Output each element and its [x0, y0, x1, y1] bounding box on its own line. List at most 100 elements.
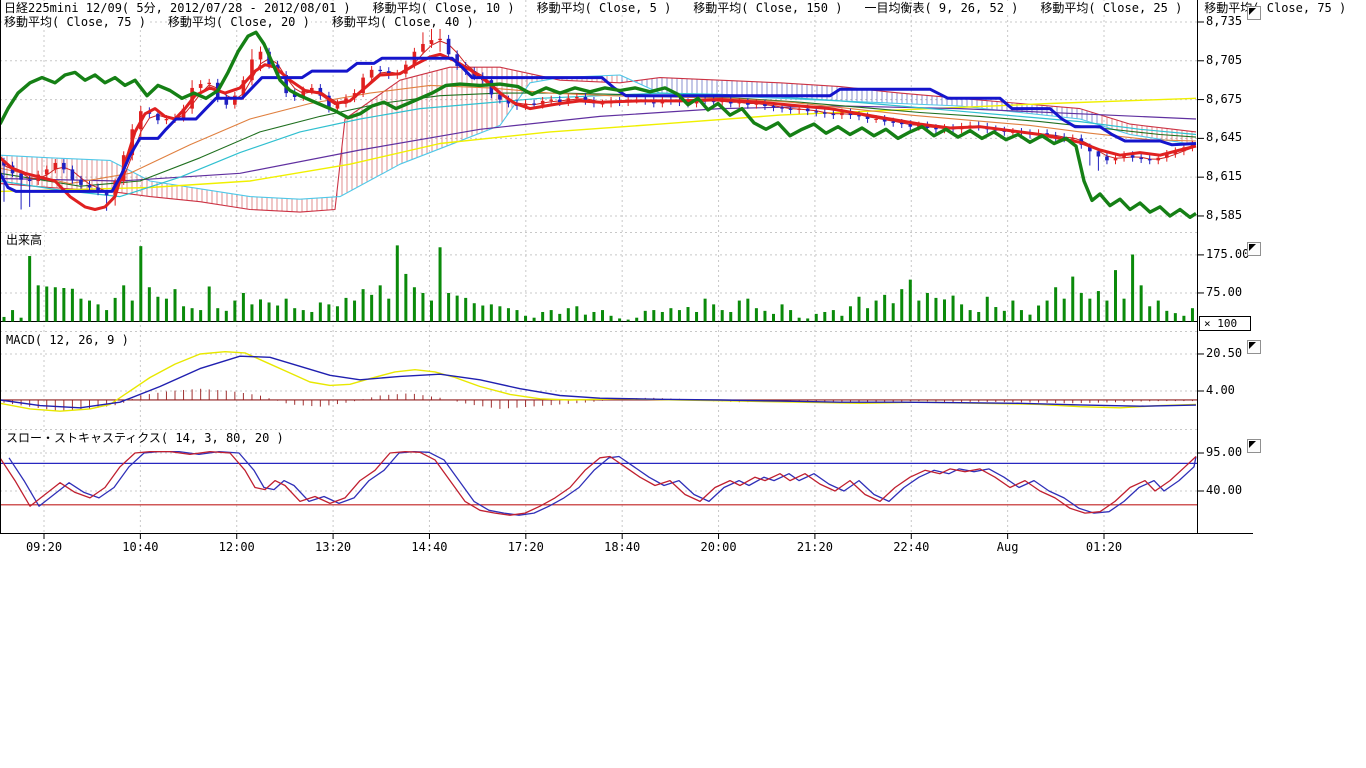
- volume-bar: [541, 312, 544, 322]
- volume-bar: [524, 316, 527, 322]
- volume-bar: [772, 314, 775, 322]
- volume-panel-menu-icon[interactable]: [1247, 242, 1261, 256]
- volume-bar: [28, 256, 31, 321]
- candle-body: [814, 111, 818, 112]
- volume-bar: [977, 312, 980, 322]
- volume-bar: [1080, 293, 1083, 322]
- volume-bar: [62, 288, 65, 321]
- volume-bar: [1123, 299, 1126, 322]
- legend-item: 移動平均( Close, 40 ): [331, 15, 475, 29]
- volume-bar: [1037, 306, 1040, 322]
- volume-bar: [208, 286, 211, 321]
- candle-body: [1139, 158, 1143, 159]
- corner-arrow-icon: [1249, 8, 1256, 15]
- volume-bar: [3, 317, 6, 322]
- volume-bar: [45, 286, 48, 321]
- candle-body: [909, 124, 913, 127]
- volume-bar: [345, 298, 348, 322]
- volume-panel-label: 出来高: [4, 234, 44, 247]
- chart-legend-row2: 移動平均( Close, 75 )移動平均( Close, 20 )移動平均( …: [3, 15, 495, 29]
- volume-bar: [661, 312, 664, 322]
- volume-bar: [1131, 255, 1134, 322]
- volume-bar: [678, 310, 681, 321]
- candle-body: [370, 70, 374, 78]
- volume-bar: [1174, 313, 1177, 321]
- volume-bar: [575, 306, 578, 321]
- volume-bar: [687, 307, 690, 321]
- volume-bar: [584, 315, 587, 322]
- candle-body: [532, 103, 536, 104]
- volume-bar: [413, 287, 416, 321]
- volume-bar: [114, 298, 117, 322]
- candle-body: [1097, 151, 1101, 156]
- candle-body: [558, 100, 562, 103]
- stoch-panel-menu-icon[interactable]: [1247, 439, 1261, 453]
- volume-bar: [456, 296, 459, 322]
- volume-bar: [1157, 301, 1160, 322]
- volume-bar: [1097, 291, 1100, 321]
- volume-bar: [533, 318, 536, 322]
- volume-bar: [97, 304, 100, 321]
- candle-body: [541, 101, 545, 105]
- volume-bar: [439, 247, 442, 321]
- time-tick-label: 18:40: [594, 541, 650, 554]
- volume-bar: [806, 318, 809, 321]
- candle-body: [755, 103, 759, 104]
- candle-body: [438, 39, 442, 40]
- volume-bar: [1054, 287, 1057, 321]
- volume-bar: [644, 311, 647, 322]
- volume-bar: [54, 287, 57, 321]
- corner-arrow-icon: [1249, 244, 1256, 251]
- volume-bar: [704, 299, 707, 322]
- time-tick-label: 13:20: [305, 541, 361, 554]
- volume-bar: [815, 314, 818, 322]
- candle-body: [71, 169, 75, 179]
- volume-bar: [669, 308, 672, 321]
- volume-bar: [421, 293, 424, 322]
- volume-bar: [1191, 308, 1194, 321]
- volume-bar: [1105, 301, 1108, 322]
- legend-item: 移動平均( Close, 75 ): [1203, 1, 1347, 15]
- volume-bar: [763, 311, 766, 322]
- volume-bar: [148, 287, 151, 321]
- volume-bar: [225, 311, 228, 322]
- volume-bar: [105, 310, 108, 321]
- volume-bar: [601, 310, 604, 321]
- volume-bar: [199, 310, 202, 321]
- candle-body: [447, 39, 451, 55]
- volume-bar: [695, 312, 698, 322]
- volume-bar: [909, 280, 912, 322]
- volume-bar: [498, 306, 501, 321]
- volume-bar: [20, 318, 23, 322]
- volume-bar: [404, 274, 407, 322]
- candle-body: [259, 52, 263, 60]
- volume-bar: [1182, 316, 1185, 322]
- volume-bar: [738, 301, 741, 322]
- volume-bar: [635, 318, 638, 322]
- volume-bar: [131, 301, 134, 322]
- corner-arrow-icon: [1249, 441, 1256, 448]
- price-panel-menu-icon[interactable]: [1247, 6, 1261, 20]
- volume-bar: [1020, 310, 1023, 321]
- axis-tick-label: 40.00: [1206, 484, 1242, 497]
- chart-application-window: 日経225mini 12/09( 5分, 2012/07/28 - 2012/0…: [0, 0, 1366, 768]
- volume-bar: [327, 304, 330, 321]
- candle-body: [797, 109, 801, 110]
- candle-body: [1131, 155, 1135, 158]
- volume-bar: [139, 246, 142, 321]
- time-tick-label: 10:40: [112, 541, 168, 554]
- volume-multiplier-badge: × 100: [1199, 316, 1251, 331]
- time-tick-label: Aug: [980, 541, 1036, 554]
- volume-bar: [1088, 299, 1091, 322]
- volume-bar: [610, 316, 613, 322]
- candle-body: [165, 119, 169, 120]
- volume-bar: [875, 301, 878, 322]
- axis-tick-label: 8,615: [1206, 170, 1242, 183]
- candle-body: [891, 122, 895, 123]
- volume-bar: [447, 293, 450, 322]
- time-tick-label: 14:40: [401, 541, 457, 554]
- macd-panel-menu-icon[interactable]: [1247, 340, 1261, 354]
- candle-body: [900, 123, 904, 124]
- axis-tick-label: 8,735: [1206, 15, 1242, 28]
- volume-bar: [798, 318, 801, 322]
